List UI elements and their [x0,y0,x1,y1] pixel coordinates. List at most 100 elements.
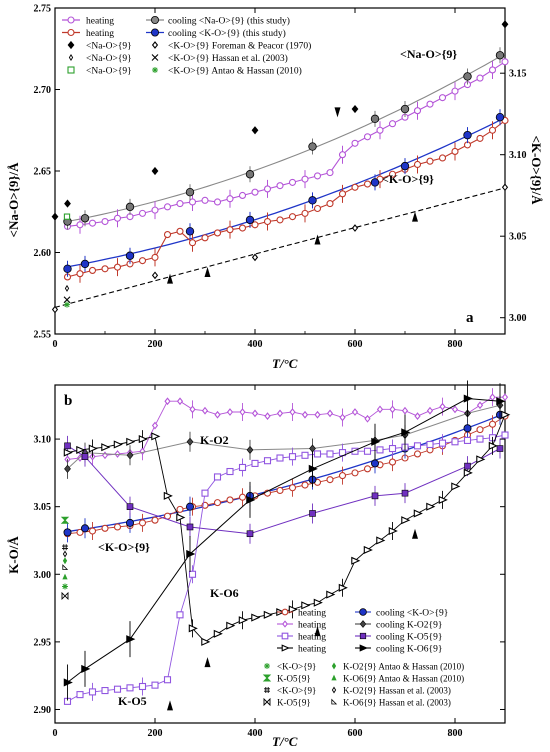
panel-b-antao-k-o-point [62,583,68,590]
panel-a-cooling-k-o-point [125,251,135,260]
panel-a-heating-k-o-point [101,265,109,273]
panel-b-heating-k-o5-point [201,489,209,497]
panel-b-heating-k-o5-point [426,440,434,449]
panel-b-cooling-k-o6-point [308,464,318,473]
panel-a-y-right-tick-label: 3.15 [509,69,527,80]
panel-a-heating-na-o-point [151,206,159,214]
panel-a-heating-k-o-point [163,231,172,239]
panel-a-legend-label: heating [86,29,114,39]
panel-a-heating-k-o-point [176,227,184,235]
panel-b-antao-k-o6-point [62,573,68,580]
panel-a-heating-k-o-point [413,160,422,169]
panel-a-legend-label: <K-O>{9} Hassan et al. (2003) [168,53,288,64]
panel-a-heating-na-o-point [101,217,109,226]
panel-b-heating-k-o5-point [263,457,272,465]
panel-a-heating-na-o-point [113,214,122,222]
panel-b-heating-k-o5-point [126,684,134,692]
panel-b-cooling-k-o-point [185,502,194,511]
panel-a-legend-label: <K-O>{9} Foreman & Peacor (1970) [168,41,311,52]
panel-b-heating-k-o6-point [188,624,198,633]
panel-b-annotation-k-o: <K-O>{9} [98,540,150,554]
panel-b-heating-k-o-point [363,465,372,473]
panel-b-heating-k-o6-point [313,598,323,607]
panel-b-heating-k-o5-point [163,676,172,684]
panel-a-heating-na-o-point [176,200,184,208]
panel-a-foreman-k-o-point [151,271,159,280]
panel-b-heating-k-o6-point [251,613,261,622]
panel-a-legend-marker [152,67,158,73]
panel-b-y-tick-label: 2.95 [34,637,52,648]
panel-b-cooling-k-o5-point [496,445,504,452]
panel-b-heating-k-o5-point [251,459,259,467]
panel-b-heating-k-o-point [301,481,309,489]
panel-b-heating-k-o5-point [501,431,509,439]
panel-b-plot-area [54,384,506,724]
panel-a-heating-na-o-point [226,195,234,203]
panel-b-legend-marker [359,644,368,652]
panel-a-cooling-k-o-point [495,113,505,122]
panel-b-heating-k-o2-point [164,397,171,406]
panel-b-heating-k-o6-point [388,526,398,536]
panel-b-cooling-k-o5-point [401,489,409,497]
panel-b-heating-k-o6-point [138,435,148,444]
panel-a-y-left-tick-label: 2.65 [34,167,52,178]
panel-b-heating-k-o2-point [264,412,271,420]
panel-a-heating-na-o-point [326,169,334,177]
panel-a-y-left-tick-label: 2.55 [34,330,52,341]
panel-a-heating-k-o-point [76,270,84,278]
panel-a-x-tick-label: 800 [448,339,463,350]
panel-b-legend-label: K-O5{9} [277,674,311,684]
panel-b-heating-k-o6-point [238,616,248,625]
panel-a-y-left-tick-label: 2.75 [34,4,52,15]
panel-b-cooling-k-o6-point [496,397,506,406]
panel-a-y-right-tick-label: 3.05 [509,232,527,243]
panel-b-heating-k-o2-point [326,409,334,418]
panel-a-heating-k-o-point [251,221,259,229]
panel-b-heating-k-o-point [476,426,484,434]
panel-b-heating-k-o-point [88,527,97,535]
panel-a-heating-na-o-point [351,139,359,147]
panel-b-legend-label: cooling K-O6{9} [376,645,442,655]
panel-b-heating-k-o2-point [439,402,446,411]
panel-a-heating-na-o-point [288,178,297,186]
panel-b-cooling-k-o5-point [126,503,134,510]
panel-b-annotation-k-o2: K-O2 [200,433,229,447]
panel-b-heating-k-o5-point [238,463,247,472]
panel-b-legend-marker [281,608,289,616]
panel-b-heating-k-o2-point [114,450,121,458]
panel-a-antao-k-o-point [64,301,70,308]
panel-a-heating-na-o-point [263,185,272,193]
panel-b-y-tick-label: 2.90 [34,705,52,716]
panel-b-heating-k-o5-point [188,570,197,578]
panel-b-heating-k-o5-point [451,438,459,446]
panel-b-cooling-k-o-point [126,518,135,527]
panel-b-heating-k-o-point [351,469,359,477]
panel-b-letter: b [64,393,72,409]
panel-b-heating-k-o5-point [276,454,284,462]
panel-a-annotation-k-o: <K-O>{9} [382,172,434,186]
panel-a-foreman-na-o-point [351,104,359,114]
panel-b-heating-k-o6-point [451,482,461,491]
panel-b-heating-k-o2-point [339,413,346,422]
panel-b-heating-k-o-line [67,415,506,535]
panel-b-legend-label: cooling <K-O>{9} [376,609,448,619]
panel-a-axis-ticks: 0 200 400 600 800 2.55 2.60 2.65 2.70 2.75 3.00 3.0… [34,4,527,351]
panel-b-cooling-k-o-point [370,459,379,468]
panel-b-heating-k-o-point [76,528,84,536]
panel-a-heating-k-o-point [226,226,234,234]
panel-b-heating-k-o2-point [389,405,396,414]
panel-a-heating-k-o-point [288,213,297,221]
panel-a-legend-marker [68,54,74,61]
panel-b-transition-arrow [412,528,418,539]
panel-b-heating-k-o5-point [76,691,84,699]
panel-a-x-tick-label: 600 [348,339,363,350]
panel-a-heating-na-o-point [476,74,484,82]
panel-a-heating-k-o-point [313,204,322,213]
panel-b-legend-label: K-O2{9} Antao & Hassan (2010) [343,662,464,672]
panel-b-heating-k-o6-point [438,495,448,504]
panel-b-cooling-k-o2-point [246,445,254,454]
panel-a-foreman-k-o-point [51,305,59,314]
panel-b-heating-k-o-point [288,484,297,492]
panel-a-heating-k-o-point [451,147,459,155]
panel-b-heating-k-o6-point [151,432,161,441]
